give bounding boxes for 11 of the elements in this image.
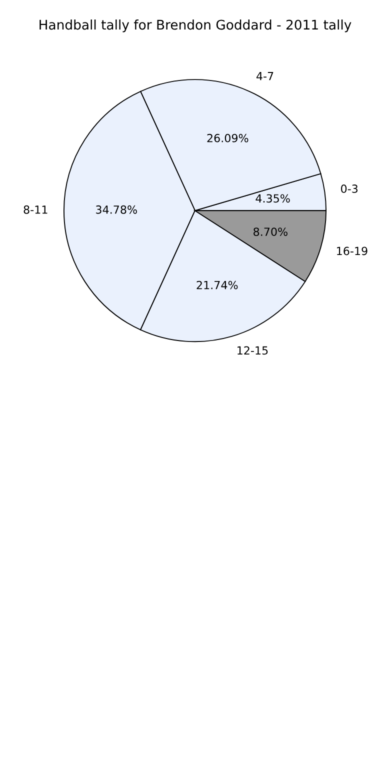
chart-title: Handball tally for Brendon Goddard - 2011 tally <box>40 20 352 32</box>
slice-label: 12-15 <box>238 346 268 355</box>
data-label: 21.74% <box>196 280 238 290</box>
slice-label: 16-19 <box>337 246 368 256</box>
data-label: 4.35% <box>256 194 290 203</box>
data-label: 8.70% <box>254 228 288 236</box>
data-label: 34.78% <box>96 205 137 214</box>
slice-label: 8-11 <box>24 205 48 214</box>
slice-label: 0-3 <box>341 184 358 193</box>
slice-label: 4-7 <box>256 72 274 80</box>
data-label: 26.09% <box>207 134 248 142</box>
